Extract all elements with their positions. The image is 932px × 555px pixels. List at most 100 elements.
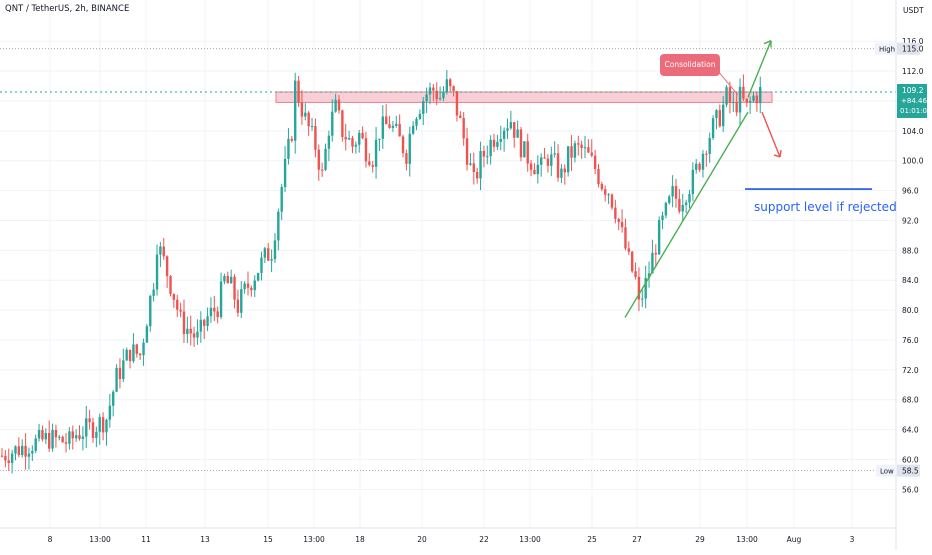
candle-body: [81, 436, 85, 439]
candle-body: [742, 86, 745, 99]
candle-body: [297, 80, 300, 103]
candle-body: [405, 153, 408, 164]
candle-body: [368, 161, 371, 166]
candle-body: [135, 344, 138, 354]
candle-body: [610, 194, 614, 208]
candle-body: [634, 271, 637, 277]
candle-body: [728, 87, 732, 103]
y-tick-label: 100.0: [902, 157, 924, 166]
candle-body: [718, 110, 722, 127]
candle-body: [213, 307, 216, 312]
candle-body: [516, 129, 519, 138]
candle-body: [337, 99, 341, 111]
candle-body: [732, 102, 735, 104]
candle-body: [745, 98, 748, 103]
candle-body: [219, 281, 223, 318]
y-tick-label: 96.0: [902, 187, 919, 196]
candle-body: [334, 99, 337, 112]
candle-body: [71, 431, 74, 439]
candle-body: [226, 275, 229, 284]
candle-body: [459, 115, 462, 118]
candle-body: [4, 455, 7, 461]
candle-body: [277, 211, 280, 241]
candle-body: [482, 151, 486, 157]
candle-body: [209, 307, 213, 317]
candle-body: [614, 207, 617, 219]
candle-body: [398, 123, 401, 137]
candle-body: [344, 136, 347, 140]
candle-body: [351, 138, 354, 147]
candle-body: [553, 153, 556, 155]
candle-body: [479, 151, 482, 179]
candle-body: [664, 202, 668, 216]
candle-body: [637, 276, 641, 300]
candle-body: [287, 138, 290, 159]
candle-body: [358, 132, 361, 145]
candle-body: [492, 139, 496, 147]
candle-body: [391, 125, 395, 128]
candle-body: [115, 367, 118, 392]
candle-body: [78, 435, 81, 439]
candle-body: [7, 460, 10, 463]
candle-body: [138, 353, 142, 356]
candle-body: [681, 204, 684, 212]
candle-body: [378, 138, 381, 140]
overlays: [0, 40, 896, 472]
bear-arrow: [761, 111, 781, 158]
candle-body: [61, 436, 64, 443]
candle-body: [506, 128, 509, 131]
candle-body: [678, 198, 681, 212]
candle-body: [108, 405, 112, 420]
candle-body: [267, 248, 270, 261]
candle-body: [688, 194, 691, 203]
candle-body: [152, 289, 155, 296]
candle-body: [644, 277, 647, 299]
candle-body: [449, 79, 452, 87]
candle-body: [162, 246, 165, 257]
candle-body: [118, 367, 122, 380]
low-value: 58.5: [902, 467, 919, 476]
candle-body: [442, 91, 445, 99]
resistance-zone-box: [275, 91, 773, 103]
candle-body: [176, 299, 179, 310]
x-tick-label: 20: [417, 535, 427, 544]
high-value-tag: [897, 42, 920, 55]
candle-body: [192, 333, 196, 338]
candle-body: [112, 391, 115, 406]
candle-body: [384, 116, 388, 125]
candle-body: [617, 218, 620, 223]
y-tick-label: 68.0: [902, 396, 919, 405]
candle-body: [422, 101, 425, 114]
last-price-value: 109.2: [902, 86, 924, 95]
candle-body: [199, 319, 203, 332]
y-tick-label: 64.0: [902, 426, 919, 435]
candle-body: [47, 433, 51, 449]
candle-body: [657, 220, 661, 255]
candle-body: [169, 276, 172, 294]
candle-body: [432, 87, 435, 91]
candle-body: [577, 143, 580, 145]
candle-body: [196, 331, 199, 338]
candle-body: [604, 189, 607, 195]
candle-body: [101, 417, 105, 433]
candle-body: [142, 342, 145, 356]
candle-body: [317, 149, 320, 170]
candle-body: [95, 431, 98, 438]
candle-body: [759, 87, 762, 104]
x-tick-label: 22: [479, 535, 489, 544]
candle-body: [668, 196, 671, 203]
x-tick-label: 11: [141, 535, 151, 544]
candle-body: [290, 138, 294, 141]
candle-body: [293, 80, 297, 141]
candle-body: [711, 118, 715, 138]
candle-body: [320, 169, 324, 171]
candle-body: [14, 446, 17, 454]
candle-body: [132, 344, 135, 362]
candle-body: [401, 136, 405, 154]
candle-body: [502, 130, 506, 139]
candle-body: [435, 90, 438, 100]
change-pct: +84.46%: [901, 97, 932, 105]
candle-body: [698, 163, 701, 170]
